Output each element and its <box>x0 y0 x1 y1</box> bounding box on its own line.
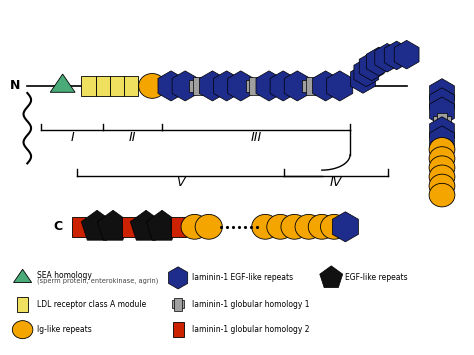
Polygon shape <box>429 88 455 116</box>
Ellipse shape <box>252 214 279 239</box>
Polygon shape <box>146 210 178 240</box>
Polygon shape <box>384 41 409 70</box>
Text: (sperm protein, enterokinase, agrin): (sperm protein, enterokinase, agrin) <box>36 277 158 284</box>
FancyBboxPatch shape <box>122 217 137 237</box>
Ellipse shape <box>320 214 347 239</box>
Text: IV: IV <box>330 176 342 189</box>
Polygon shape <box>375 43 400 72</box>
Polygon shape <box>429 97 455 126</box>
FancyBboxPatch shape <box>246 80 264 92</box>
Text: EGF-like repeats: EGF-like repeats <box>346 273 408 282</box>
Text: laminin-1 globular homology 2: laminin-1 globular homology 2 <box>192 325 310 334</box>
Text: laminin-1 EGF-like repeats: laminin-1 EGF-like repeats <box>192 273 293 282</box>
Polygon shape <box>97 210 129 240</box>
Polygon shape <box>312 71 338 101</box>
FancyBboxPatch shape <box>189 80 208 92</box>
FancyBboxPatch shape <box>82 76 96 96</box>
FancyBboxPatch shape <box>249 77 261 95</box>
FancyBboxPatch shape <box>109 76 124 96</box>
FancyBboxPatch shape <box>437 113 447 130</box>
Polygon shape <box>158 71 184 101</box>
Polygon shape <box>256 71 282 101</box>
Polygon shape <box>366 47 391 76</box>
Polygon shape <box>359 52 384 81</box>
Ellipse shape <box>181 214 208 239</box>
Polygon shape <box>214 71 240 101</box>
Polygon shape <box>394 40 419 69</box>
Ellipse shape <box>429 147 455 170</box>
FancyBboxPatch shape <box>173 322 183 337</box>
Polygon shape <box>228 71 254 101</box>
Ellipse shape <box>429 183 455 207</box>
Ellipse shape <box>138 73 166 98</box>
FancyBboxPatch shape <box>174 298 182 311</box>
Text: C: C <box>54 220 63 233</box>
FancyBboxPatch shape <box>306 77 317 95</box>
FancyBboxPatch shape <box>302 80 320 92</box>
Ellipse shape <box>429 156 455 179</box>
Polygon shape <box>429 79 455 107</box>
Polygon shape <box>351 65 375 93</box>
Text: N: N <box>10 80 21 92</box>
FancyBboxPatch shape <box>433 116 451 127</box>
Polygon shape <box>332 212 358 242</box>
Ellipse shape <box>308 214 336 239</box>
FancyBboxPatch shape <box>172 300 184 308</box>
FancyBboxPatch shape <box>72 217 86 237</box>
Polygon shape <box>14 269 32 283</box>
Text: III: III <box>250 131 262 143</box>
FancyBboxPatch shape <box>124 76 138 96</box>
Text: II: II <box>128 131 136 143</box>
Ellipse shape <box>429 137 455 161</box>
Polygon shape <box>270 71 296 101</box>
Ellipse shape <box>195 214 222 239</box>
FancyBboxPatch shape <box>172 217 186 237</box>
Polygon shape <box>200 71 226 101</box>
Polygon shape <box>320 266 343 288</box>
Text: V: V <box>176 176 185 189</box>
FancyBboxPatch shape <box>17 297 28 312</box>
FancyBboxPatch shape <box>96 76 110 96</box>
Polygon shape <box>354 58 379 87</box>
Ellipse shape <box>12 321 33 339</box>
Polygon shape <box>429 117 455 145</box>
Ellipse shape <box>295 214 322 239</box>
Ellipse shape <box>267 214 294 239</box>
Text: SEA homology: SEA homology <box>36 271 91 280</box>
Polygon shape <box>81 210 113 240</box>
Text: laminin-1 globular homology 1: laminin-1 globular homology 1 <box>192 300 310 309</box>
Polygon shape <box>284 71 310 101</box>
FancyBboxPatch shape <box>192 77 204 95</box>
Polygon shape <box>327 71 353 101</box>
Polygon shape <box>130 210 162 240</box>
Polygon shape <box>429 126 455 154</box>
Polygon shape <box>172 71 198 101</box>
Polygon shape <box>50 74 75 92</box>
Text: LDL receptor class A module: LDL receptor class A module <box>36 300 146 309</box>
Text: I: I <box>70 131 74 143</box>
Polygon shape <box>168 267 188 289</box>
Ellipse shape <box>429 165 455 189</box>
Ellipse shape <box>281 214 308 239</box>
Ellipse shape <box>429 174 455 198</box>
Text: Ig-like repeats: Ig-like repeats <box>36 325 91 334</box>
